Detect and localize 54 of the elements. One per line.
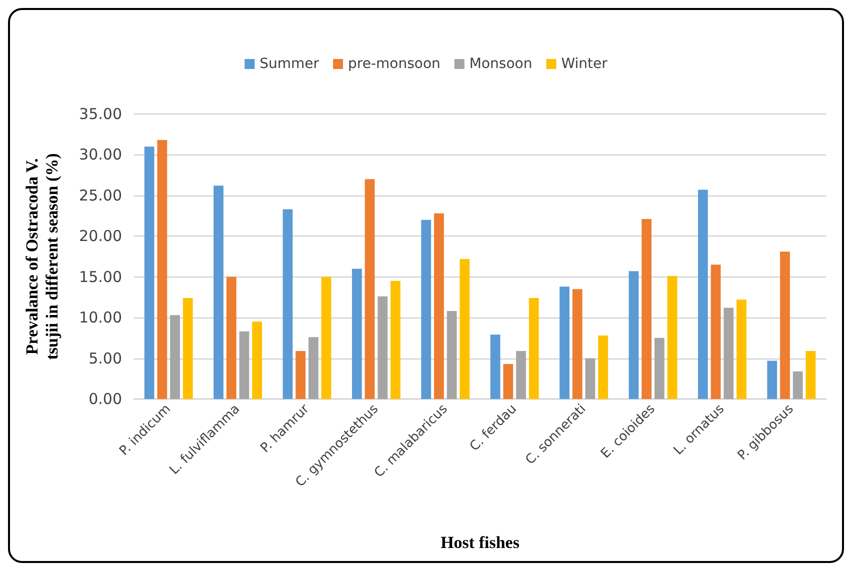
bar bbox=[572, 289, 582, 399]
bar bbox=[364, 179, 375, 399]
legend-label: pre-monsoon bbox=[348, 56, 440, 72]
bar bbox=[767, 360, 778, 399]
bar bbox=[252, 322, 262, 399]
y-axis-title: Prevalance of Ostracoda V. tsujii in different season (%) bbox=[22, 153, 62, 360]
bar bbox=[516, 350, 526, 399]
bar bbox=[667, 276, 678, 399]
bar bbox=[460, 258, 470, 399]
bar bbox=[239, 331, 250, 399]
legend-label: Winter bbox=[561, 56, 608, 72]
y-tick-label: 25.00 bbox=[79, 186, 122, 204]
bar bbox=[390, 280, 400, 399]
bar bbox=[528, 298, 539, 399]
bar bbox=[598, 335, 608, 399]
bar bbox=[792, 371, 803, 399]
bar bbox=[182, 298, 193, 399]
bar bbox=[628, 271, 639, 399]
bar bbox=[144, 146, 154, 399]
bar bbox=[698, 190, 708, 399]
bar bbox=[434, 213, 444, 399]
bar bbox=[282, 209, 293, 399]
bar bbox=[308, 337, 318, 399]
bar bbox=[490, 334, 500, 399]
bar bbox=[321, 276, 332, 399]
bar bbox=[503, 364, 514, 399]
bar bbox=[560, 286, 570, 399]
bar bbox=[446, 311, 457, 399]
bar bbox=[296, 350, 306, 399]
bar bbox=[226, 276, 236, 399]
y-tick-label: 0.00 bbox=[88, 390, 122, 408]
y-tick-label: 30.00 bbox=[79, 146, 122, 164]
bar bbox=[724, 308, 734, 399]
y-tick-label: 5.00 bbox=[88, 349, 122, 368]
y-tick-label: 10.00 bbox=[79, 308, 122, 327]
bar bbox=[710, 264, 721, 399]
legend-label: Summer bbox=[260, 56, 320, 72]
bar bbox=[170, 315, 180, 399]
y-tick-label: 15.00 bbox=[79, 268, 122, 286]
bar bbox=[642, 219, 652, 399]
bar bbox=[352, 268, 362, 399]
bar bbox=[157, 140, 168, 399]
y-tick-label: 35.00 bbox=[79, 105, 122, 123]
bar bbox=[421, 220, 432, 399]
bar bbox=[585, 358, 596, 399]
x-axis-title: Host fishes bbox=[440, 533, 520, 552]
bar bbox=[780, 252, 790, 399]
y-tick-label: 20.00 bbox=[79, 227, 122, 246]
bar bbox=[806, 350, 816, 399]
bar bbox=[378, 296, 388, 399]
legend-label: Monsoon bbox=[469, 56, 532, 72]
bar bbox=[654, 338, 664, 399]
bar bbox=[214, 186, 224, 399]
bar bbox=[736, 300, 746, 399]
